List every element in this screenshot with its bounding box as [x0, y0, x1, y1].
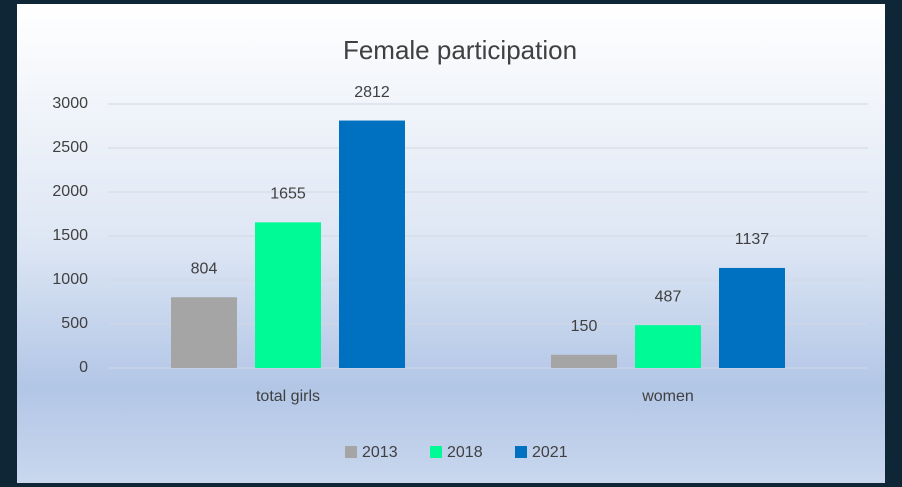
legend-swatch — [515, 446, 527, 458]
y-tick-label: 1500 — [52, 227, 88, 244]
legend-label: 2018 — [447, 444, 483, 461]
y-tick-label: 2000 — [52, 183, 88, 200]
bar — [551, 354, 617, 368]
legend-swatch — [345, 446, 357, 458]
bar — [255, 222, 321, 368]
data-label: 487 — [655, 288, 682, 305]
legend-label: 2021 — [532, 444, 568, 461]
y-tick-label: 3000 — [52, 95, 88, 112]
legend-swatch — [430, 446, 442, 458]
bar — [171, 297, 237, 368]
x-tick-label: total girls — [256, 388, 320, 405]
x-tick-label: women — [641, 388, 694, 405]
panel — [17, 4, 885, 483]
legend-label: 2013 — [362, 444, 398, 461]
data-label: 2812 — [354, 84, 390, 101]
data-label: 804 — [191, 260, 218, 277]
y-tick-label: 0 — [79, 359, 88, 376]
data-label: 1655 — [270, 186, 306, 203]
bar — [635, 325, 701, 368]
data-label: 150 — [571, 318, 598, 335]
y-tick-label: 500 — [61, 315, 88, 332]
bar — [719, 267, 785, 368]
chart-title: Female participation — [343, 35, 577, 65]
y-tick-label: 2500 — [52, 139, 88, 156]
y-tick-label: 1000 — [52, 271, 88, 288]
bar — [339, 120, 405, 368]
data-label: 1137 — [735, 231, 770, 248]
